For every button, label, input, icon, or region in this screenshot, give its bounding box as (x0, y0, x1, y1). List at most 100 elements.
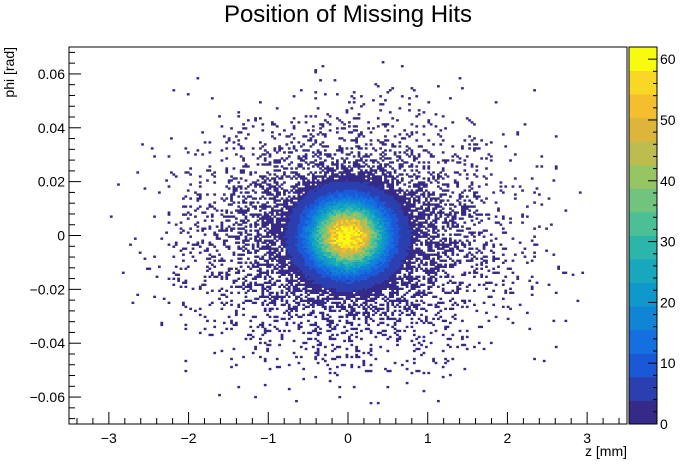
heatmap-bin (338, 175, 342, 178)
heatmap-bin (316, 265, 320, 268)
heatmap-bin (220, 149, 224, 152)
heatmap-bin (311, 215, 315, 218)
heatmap-bin (384, 231, 387, 234)
heatmap-bin (381, 255, 385, 258)
heatmap-bin (400, 295, 404, 299)
heatmap-bin (357, 317, 361, 321)
heatmap-bin (333, 201, 337, 204)
heatmap-bin (369, 227, 373, 230)
heatmap-bin (314, 351, 318, 355)
heatmap-bin (403, 283, 407, 286)
heatmap-bin (280, 237, 284, 240)
heatmap-bin (285, 271, 289, 274)
heatmap-bin (285, 157, 289, 160)
heatmap-bin (299, 273, 303, 276)
heatmap-bin (234, 221, 238, 224)
heatmap-bin (364, 153, 368, 156)
heatmap-bin (400, 255, 404, 258)
heatmap-bin (326, 269, 330, 272)
heatmap-bin (316, 251, 320, 254)
heatmap-bin (381, 329, 385, 333)
heatmap-bin (331, 249, 334, 252)
heatmap-bin (403, 241, 407, 244)
heatmap-bin (396, 229, 399, 232)
heatmap-bin (287, 233, 291, 236)
heatmap-bin (372, 197, 375, 200)
heatmap-bin (285, 201, 289, 204)
heatmap-bin (179, 221, 183, 224)
heatmap-bin (352, 265, 356, 268)
heatmap-bin (386, 237, 390, 240)
heatmap-bin (403, 199, 407, 202)
heatmap-bin (263, 207, 267, 210)
heatmap-bin (352, 273, 356, 276)
heatmap-bin (398, 133, 402, 136)
heatmap-bin (379, 221, 383, 224)
heatmap-bin (400, 95, 404, 98)
heatmap-bin (388, 261, 392, 264)
heatmap-bin (403, 205, 407, 208)
heatmap-bin (331, 207, 334, 210)
heatmap-bin (307, 249, 310, 252)
heatmap-bin (367, 299, 370, 303)
heatmap-bin (299, 279, 303, 282)
heatmap-bin (256, 275, 260, 278)
heatmap-bin (273, 241, 277, 244)
heatmap-bin (304, 277, 308, 280)
heatmap-bin (374, 293, 378, 297)
heatmap-bin (362, 305, 366, 309)
heatmap-bin (343, 363, 346, 367)
heatmap-bin (374, 273, 378, 276)
heatmap-bin (372, 191, 375, 194)
heatmap-bin (234, 279, 238, 282)
heatmap-bin (326, 219, 330, 222)
heatmap-bin (405, 173, 409, 176)
heatmap-bin (391, 167, 395, 170)
heatmap-bin (182, 197, 185, 200)
heatmap-bin (314, 187, 318, 190)
heatmap-bin (290, 197, 294, 200)
heatmap-bin (360, 303, 363, 307)
heatmap-bin (350, 285, 354, 288)
heatmap-bin (299, 251, 303, 254)
heatmap-bin (388, 193, 392, 196)
heatmap-bin (340, 175, 344, 178)
heatmap-bin (266, 215, 269, 218)
heatmap-bin (367, 265, 370, 268)
heatmap-bin (410, 87, 414, 90)
heatmap-bin (403, 211, 407, 214)
heatmap-bin (331, 195, 334, 198)
heatmap-bin (331, 211, 334, 214)
heatmap-bin (280, 297, 284, 301)
heatmap-bin (369, 187, 373, 190)
heatmap-bin (343, 171, 346, 174)
heatmap-bin (263, 245, 267, 248)
heatmap-bin (403, 329, 407, 333)
heatmap-bin (283, 229, 286, 232)
heatmap-bin (174, 241, 178, 244)
heatmap-bin (391, 263, 395, 266)
heatmap-bin (352, 269, 356, 272)
heatmap-bin (376, 277, 380, 280)
heatmap-bin (352, 285, 356, 288)
heatmap-bin (350, 231, 354, 234)
heatmap-bin (244, 239, 248, 242)
heatmap-bin (372, 173, 375, 176)
heatmap-bin (326, 213, 330, 216)
heatmap-bin (203, 249, 207, 252)
heatmap-bin (295, 279, 298, 282)
heatmap-bin (405, 309, 409, 313)
heatmap-bin (283, 261, 286, 264)
heatmap-bin (391, 193, 395, 196)
heatmap-bin (326, 363, 330, 367)
heatmap-bin (268, 281, 272, 284)
heatmap-bin (331, 205, 334, 208)
heatmap-bin (405, 201, 409, 204)
heatmap-bin (391, 177, 395, 180)
heatmap-bin (364, 327, 368, 331)
heatmap-bin (234, 135, 238, 138)
heatmap-bin (232, 347, 236, 351)
heatmap-bin (184, 359, 188, 363)
heatmap-bin (285, 213, 289, 216)
heatmap-bin (357, 297, 361, 301)
